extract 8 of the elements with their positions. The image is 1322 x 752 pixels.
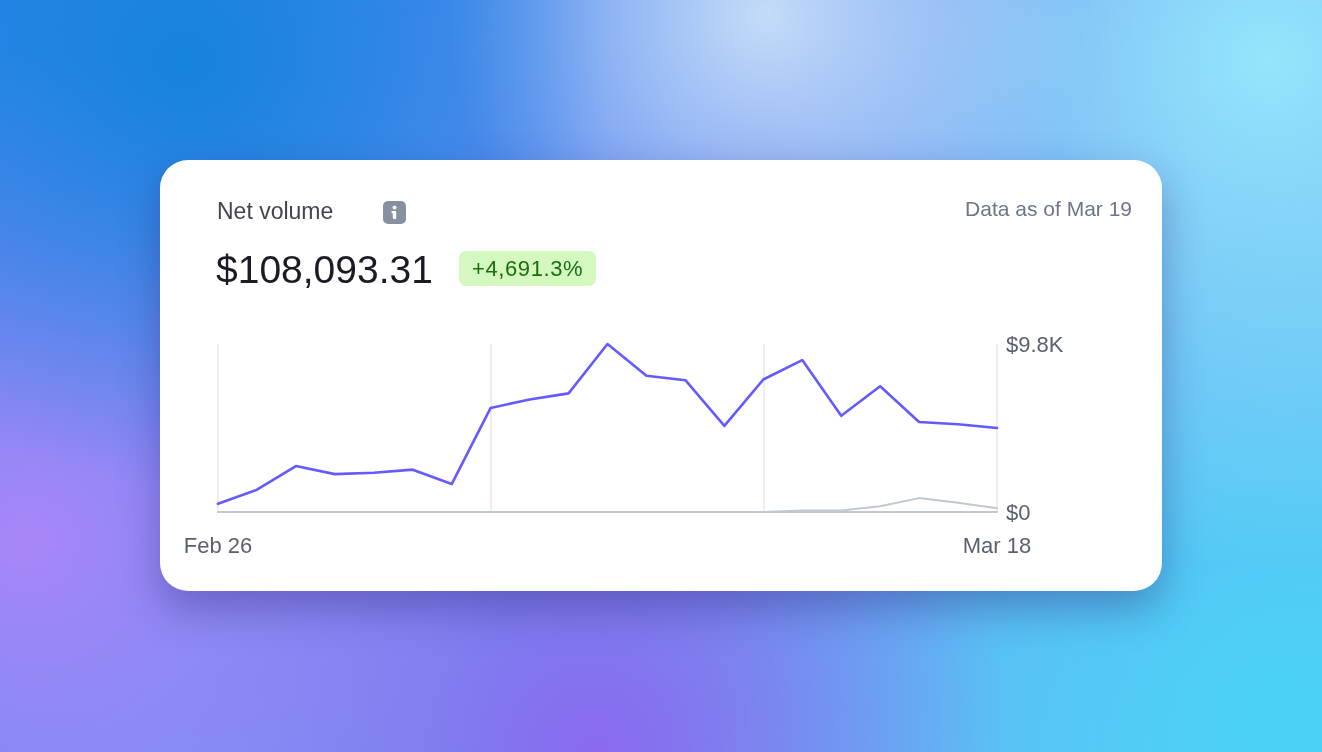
x-tick-label: Feb 26: [183, 532, 253, 558]
chart-subtitle: $108,093.31: [216, 247, 433, 293]
text: +4,691.3%: [459, 251, 597, 286]
chart-title: Net volume: [217, 197, 334, 225]
y-tick-label: $0: [1006, 499, 1031, 525]
text: Data as of Mar 19: [965, 196, 1132, 222]
x-tick-label: Mar 18: [962, 532, 1032, 558]
y-tick-label: $9.8K: [1006, 331, 1064, 357]
